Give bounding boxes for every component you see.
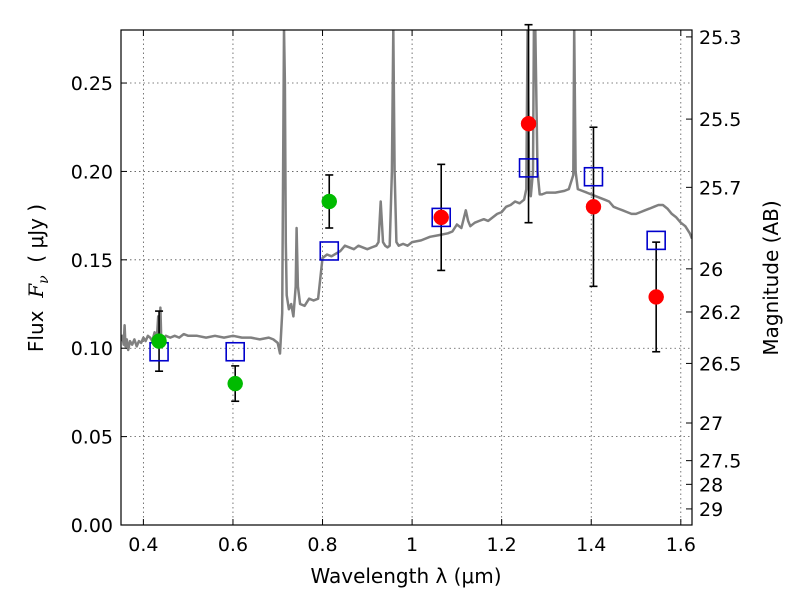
- mag-tick-label: 25.7: [699, 177, 741, 199]
- y-tick-label: 0.20: [71, 161, 113, 183]
- spectrum-layer: [121, 30, 692, 355]
- grid-lines: [121, 30, 692, 526]
- y2-axis-label: Magnitude (AB): [759, 200, 783, 355]
- model-square-marker: [225, 341, 245, 362]
- x-tick-label: 0.6: [218, 534, 248, 556]
- observed-point-marker: [151, 333, 167, 349]
- model-square-marker: [431, 207, 452, 228]
- spectrum-line: [121, 30, 692, 355]
- mag-tick-label: 28: [699, 474, 723, 496]
- mag-tick-label: 27: [699, 413, 723, 435]
- x-axis-label: Wavelength λ (μm): [310, 564, 501, 588]
- mag-tick-label: 26.5: [699, 353, 741, 375]
- x-tick-label: 0.8: [307, 534, 337, 556]
- y-tick-label: 0.15: [71, 250, 113, 272]
- x-tick-label: 1.6: [666, 534, 696, 556]
- markers: [149, 115, 666, 392]
- x-tick-label: 1.4: [576, 534, 606, 556]
- x-tick-label: 1.2: [487, 534, 517, 556]
- mag-tick-label: 25.3: [699, 27, 741, 49]
- x-tick-label: 0.4: [128, 534, 158, 556]
- x-tick-label: 1: [406, 534, 418, 556]
- observed-point-marker: [648, 289, 664, 305]
- y-tick-label: 0.25: [71, 73, 113, 95]
- model-square-marker: [518, 158, 539, 178]
- observed-point-marker: [227, 375, 243, 392]
- y-tick-label: 0.00: [71, 515, 113, 537]
- mag-tick-label: 27.5: [699, 451, 741, 473]
- observed-point-marker: [321, 193, 337, 210]
- observed-point-marker: [585, 199, 602, 215]
- error-bars: [155, 23, 661, 403]
- mag-tick-label: 26: [699, 259, 723, 281]
- y-tick-label: 0.10: [71, 338, 113, 360]
- observed-point-marker: [520, 115, 537, 132]
- model-square-marker: [646, 230, 666, 251]
- model-square-marker: [583, 166, 604, 187]
- mag-tick-label: 26.2: [699, 302, 741, 324]
- y-tick-label: 0.05: [71, 427, 113, 449]
- observed-point-marker: [433, 209, 449, 226]
- y-axis-label: Flux Fν ( μJy ): [24, 204, 52, 352]
- mag-tick-label: 25.5: [699, 109, 741, 131]
- mag-tick-label: 29: [699, 499, 723, 521]
- plot-frame: [120, 29, 693, 526]
- axis-ticks: 0.4 0.6 0.8 1 1.2 1.4 1.6 0.00 0.05 0.10 0.15 0.20 0…: [71, 27, 742, 556]
- model-square-marker: [319, 241, 340, 261]
